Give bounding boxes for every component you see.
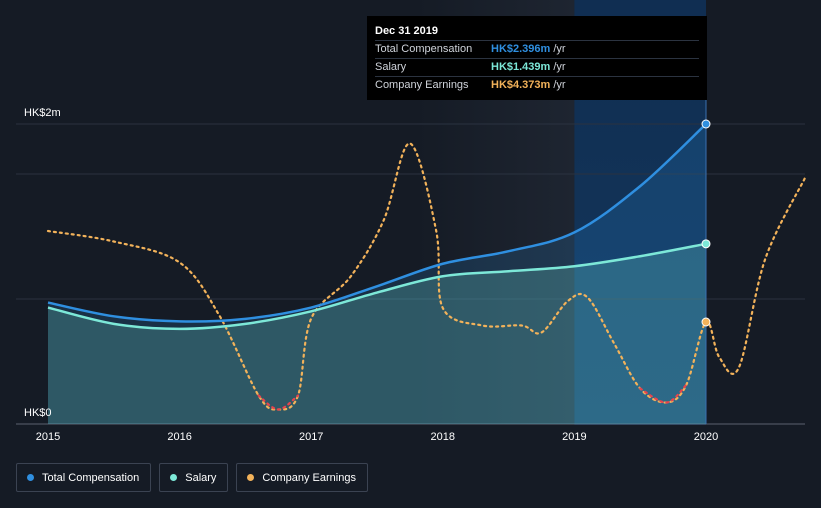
x-tick-label: 2018 [431, 431, 455, 443]
tooltip-row-salary: Salary HK$1.439m /yr [375, 58, 699, 76]
tooltip-row-company-earnings: Company Earnings HK$4.373m /yr [375, 76, 699, 94]
tooltip-label: Salary [375, 61, 407, 73]
legend-label: Salary [185, 471, 217, 484]
grid-lines [16, 123, 805, 425]
legend-label: Total Compensation [42, 471, 140, 484]
salary-line [47, 242, 707, 331]
series-end-points [701, 119, 711, 327]
y-tick-label: HK$2m [24, 107, 61, 119]
x-tick-label: 2017 [299, 431, 323, 443]
legend-label: Company Earnings [262, 471, 356, 484]
y-tick-label: HK$0 [24, 407, 52, 419]
tooltip-value: HK$4.373m [491, 79, 551, 91]
tooltip-unit: /yr [553, 43, 566, 55]
total-compensation-line [47, 123, 707, 323]
tooltip-value: HK$1.439m [491, 61, 551, 73]
tooltip: Dec 31 2019 Total Compensation HK$2.396m… [367, 16, 707, 100]
total-compensation-area [48, 124, 706, 424]
company-earnings-point [701, 317, 711, 327]
legend-item-salary[interactable]: Salary [159, 463, 229, 492]
tooltip-row-total-compensation: Total Compensation HK$2.396m /yr [375, 40, 699, 58]
tooltip-date: Dec 31 2019 [375, 25, 438, 37]
series-lines [46, 100, 806, 424]
tooltip-unit: /yr [553, 79, 566, 91]
x-tick-label: 2015 [36, 431, 60, 443]
axis-labels: HK$2m HK$0 2015 2016 2017 2018 2019 2020 [24, 107, 718, 443]
legend-dot-icon [27, 474, 34, 481]
x-tick-label: 2019 [562, 431, 586, 443]
tooltip-label: Total Compensation [375, 43, 473, 55]
tooltip-unit: /yr [553, 61, 566, 73]
series-areas [48, 124, 706, 424]
legend-item-total-compensation[interactable]: Total Compensation [16, 463, 152, 492]
x-tick-label: 2016 [167, 431, 191, 443]
tooltip-value: HK$2.396m [491, 43, 551, 55]
tooltip-label: Company Earnings [375, 79, 469, 91]
legend: Total Compensation Salary Company Earnin… [16, 463, 376, 492]
salary-area [48, 243, 706, 424]
company-earnings-negative-line [639, 383, 688, 404]
legend-dot-icon [170, 474, 178, 481]
total-compensation-point [701, 119, 711, 129]
legend-item-company-earnings[interactable]: Company Earnings [236, 463, 368, 492]
legend-dot-icon [247, 474, 255, 481]
salary-point [701, 239, 711, 249]
company-earnings-negative-line [257, 394, 300, 411]
x-tick-label: 2020 [694, 431, 718, 443]
